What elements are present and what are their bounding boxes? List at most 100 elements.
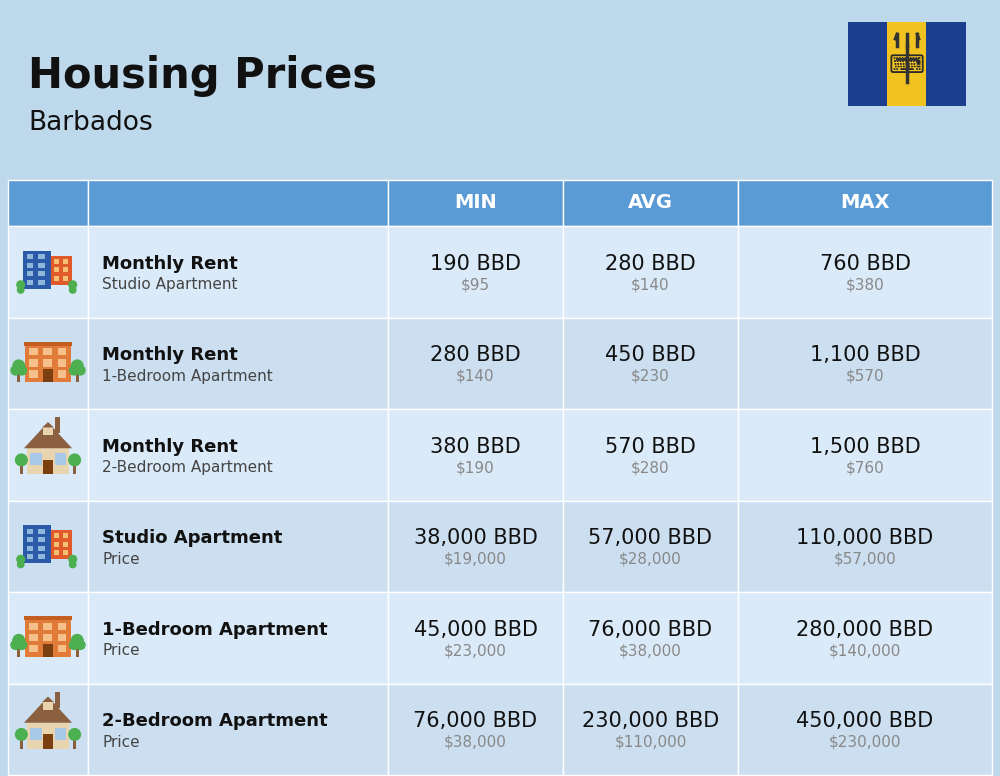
Bar: [29, 348, 38, 355]
Bar: [27, 255, 33, 259]
Bar: [38, 279, 45, 285]
Bar: [388, 409, 563, 501]
Bar: [54, 691, 60, 708]
Bar: [38, 528, 45, 534]
Text: Monthly Rent: Monthly Rent: [102, 346, 238, 364]
Text: $28,000: $28,000: [619, 552, 682, 566]
Bar: [23, 525, 51, 563]
Bar: [27, 554, 33, 559]
Bar: [29, 359, 38, 366]
Text: $230,000: $230,000: [829, 735, 901, 750]
Text: 38,000 BBD: 38,000 BBD: [414, 528, 537, 549]
Text: 380 BBD: 380 BBD: [430, 437, 521, 457]
Circle shape: [17, 639, 27, 650]
Bar: [8, 684, 88, 775]
Bar: [54, 533, 59, 539]
Bar: [738, 592, 992, 684]
Text: 45,000 BBD: 45,000 BBD: [414, 620, 538, 639]
Bar: [388, 592, 563, 684]
Bar: [27, 449, 69, 474]
Polygon shape: [24, 422, 72, 449]
Bar: [38, 546, 45, 551]
Text: 57,000 BBD: 57,000 BBD: [588, 528, 712, 549]
Bar: [63, 533, 68, 539]
Text: Price: Price: [102, 643, 140, 658]
Text: $140,000: $140,000: [829, 643, 901, 658]
Text: 2-Bedroom Apartment: 2-Bedroom Apartment: [102, 460, 273, 475]
Text: $38,000: $38,000: [444, 735, 507, 750]
Bar: [51, 530, 72, 559]
Circle shape: [17, 365, 27, 376]
Text: 280 BBD: 280 BBD: [430, 345, 521, 365]
Bar: [88, 317, 388, 409]
Circle shape: [68, 453, 81, 466]
Bar: [43, 370, 52, 378]
Text: 280,000 BBD: 280,000 BBD: [796, 620, 934, 639]
Text: 450,000 BBD: 450,000 BBD: [796, 712, 934, 731]
Circle shape: [15, 728, 28, 741]
Bar: [29, 634, 38, 641]
Bar: [846, 20, 968, 108]
Bar: [23, 251, 51, 289]
Bar: [58, 645, 66, 652]
Bar: [58, 348, 66, 355]
Text: 1,500 BBD: 1,500 BBD: [810, 437, 920, 457]
Bar: [88, 501, 388, 592]
Bar: [43, 428, 53, 435]
Text: $760: $760: [846, 460, 884, 475]
Bar: [926, 22, 966, 106]
Bar: [27, 722, 69, 749]
Text: $23,000: $23,000: [444, 643, 507, 658]
Circle shape: [12, 634, 25, 647]
Bar: [27, 271, 33, 276]
Circle shape: [68, 280, 77, 289]
Bar: [24, 616, 72, 620]
Bar: [738, 501, 992, 592]
Circle shape: [10, 365, 21, 376]
Bar: [63, 542, 68, 547]
Bar: [58, 359, 66, 366]
Bar: [43, 634, 52, 641]
Circle shape: [10, 639, 21, 650]
Bar: [388, 684, 563, 775]
Bar: [563, 592, 738, 684]
Bar: [27, 546, 33, 551]
Bar: [54, 542, 59, 547]
Bar: [54, 728, 66, 740]
Bar: [54, 258, 59, 264]
Bar: [38, 554, 45, 559]
Bar: [29, 370, 38, 378]
Bar: [738, 409, 992, 501]
Bar: [20, 738, 23, 749]
Bar: [43, 645, 52, 652]
Circle shape: [75, 639, 86, 650]
Bar: [27, 279, 33, 285]
Bar: [27, 262, 33, 268]
Bar: [88, 226, 388, 317]
Text: 230,000 BBD: 230,000 BBD: [582, 712, 719, 731]
Bar: [388, 226, 563, 317]
Bar: [43, 348, 52, 355]
Bar: [73, 464, 76, 474]
Bar: [63, 275, 68, 281]
Polygon shape: [24, 697, 72, 722]
Bar: [563, 226, 738, 317]
Bar: [563, 684, 738, 775]
Bar: [887, 22, 926, 106]
Bar: [58, 370, 66, 378]
Bar: [27, 537, 33, 542]
Bar: [388, 180, 563, 226]
Bar: [43, 702, 53, 710]
Text: 280 BBD: 280 BBD: [605, 254, 696, 274]
Circle shape: [12, 359, 25, 372]
Text: 2-Bedroom Apartment: 2-Bedroom Apartment: [102, 712, 328, 730]
Text: 1-Bedroom Apartment: 1-Bedroom Apartment: [102, 621, 328, 639]
Text: Monthly Rent: Monthly Rent: [102, 255, 238, 272]
Bar: [30, 453, 42, 465]
Text: Studio Apartment: Studio Apartment: [102, 277, 238, 293]
Text: 76,000 BBD: 76,000 BBD: [588, 620, 713, 639]
Circle shape: [68, 555, 77, 564]
Bar: [30, 728, 42, 740]
Circle shape: [71, 634, 84, 647]
Circle shape: [15, 453, 28, 466]
